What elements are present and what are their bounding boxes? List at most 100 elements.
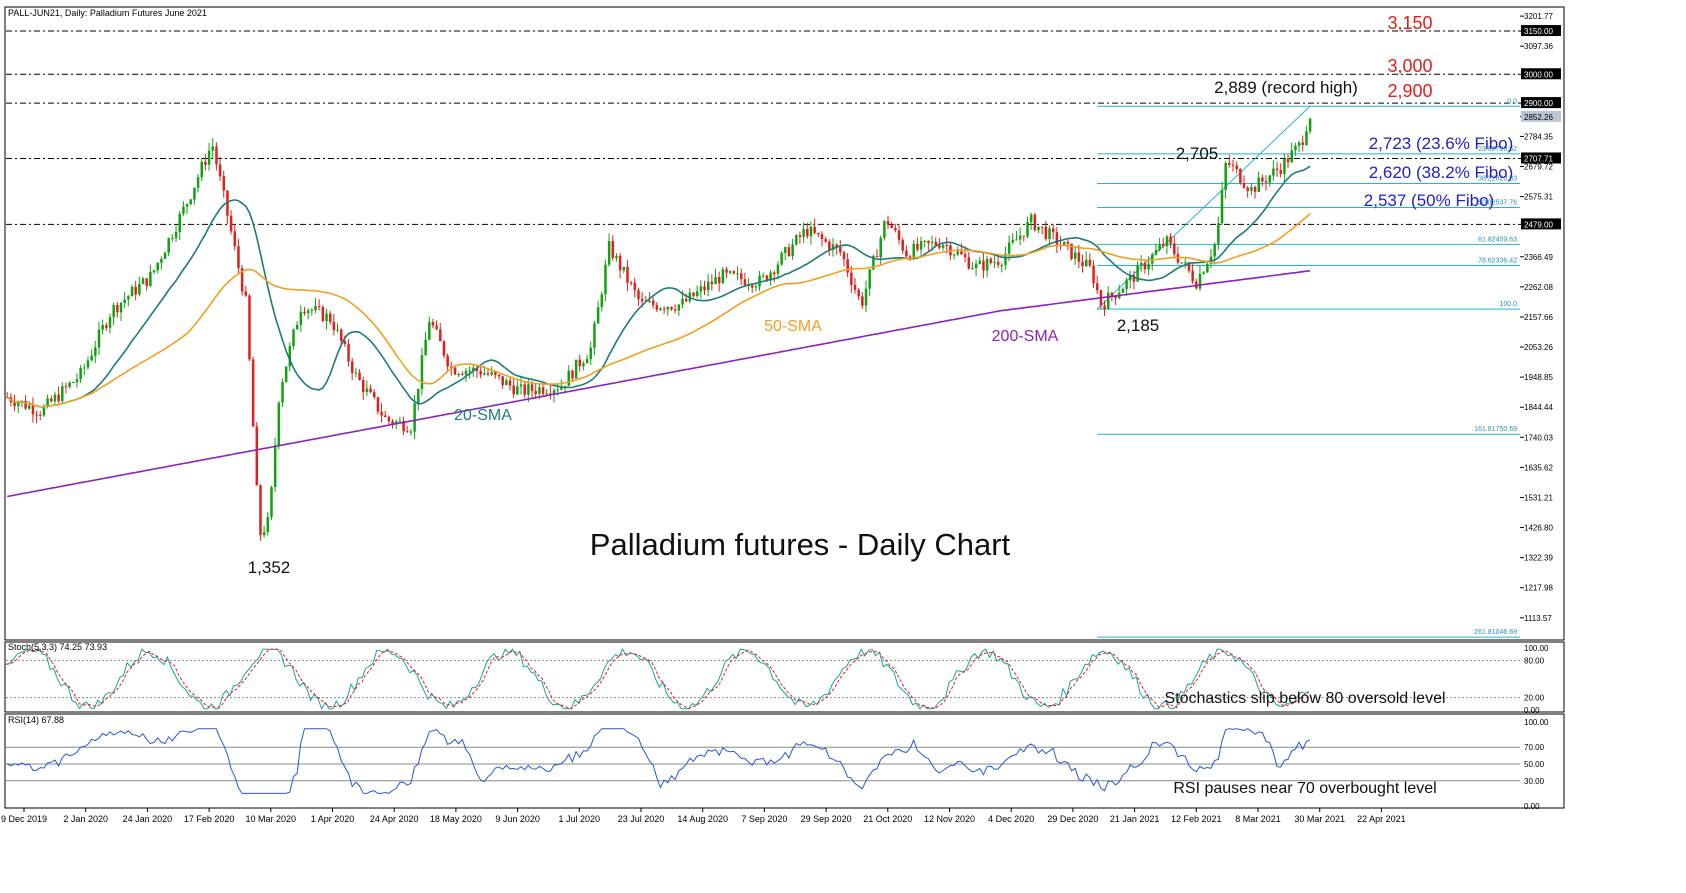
stoch-label: Stoch(5,3,3) 74.25 73.93 — [8, 642, 107, 652]
price-tick-label: 2852.26 — [1524, 113, 1553, 122]
candle-body — [593, 323, 596, 348]
candle-body — [952, 254, 956, 256]
candle-body — [468, 370, 471, 372]
candle-body — [156, 262, 159, 271]
candle-body — [226, 190, 229, 216]
candle-body — [1022, 235, 1026, 237]
candle-body — [116, 305, 119, 313]
candle-body — [50, 398, 53, 402]
peak-2705-label: 2,705 — [1176, 144, 1219, 163]
candle-body — [846, 259, 849, 273]
candle-body — [751, 285, 754, 288]
candle-body — [787, 247, 791, 257]
price-tick-label: 1635.62 — [1524, 463, 1553, 472]
fibonacci-levels: 0.0 23.62723.62 38.22620.83 50.02537.76 61.8… — [1096, 98, 1520, 638]
level-3000-label: 3,000 — [1387, 56, 1432, 76]
candle-body — [1239, 168, 1242, 184]
candle-body — [1272, 168, 1275, 176]
rsi-plot: 100.00 70.00 50.00 30.00 0.00 — [6, 718, 1549, 811]
candle-body — [464, 370, 468, 375]
candle-body — [295, 324, 299, 330]
time-tick-label: 10 Mar 2020 — [246, 814, 297, 824]
candle-body — [960, 251, 963, 255]
candle-body — [934, 241, 938, 246]
candle-body — [428, 322, 431, 340]
candle-body — [490, 372, 493, 375]
candle-body — [1228, 163, 1231, 165]
candle-body — [1286, 158, 1290, 163]
candle-body — [538, 387, 541, 394]
candle-body — [240, 268, 244, 292]
candle-body — [79, 367, 82, 380]
price-tick-label: 2784.35 — [1524, 132, 1553, 141]
candle-body — [35, 414, 38, 416]
candle-body — [842, 252, 846, 260]
candle-body — [1279, 169, 1282, 174]
candle-body — [996, 262, 1000, 265]
candle-body — [1184, 262, 1187, 264]
time-tick-label: 12 Feb 2021 — [1171, 814, 1222, 824]
candle-body — [615, 255, 618, 259]
candle-body — [1114, 296, 1117, 299]
candle-body — [894, 227, 897, 231]
candle-body — [1077, 252, 1081, 262]
fib-label: 50.02537.76 — [1478, 199, 1517, 206]
candle-body — [853, 284, 857, 291]
candle-body — [582, 363, 585, 367]
candle-body — [938, 245, 941, 248]
candle-body — [138, 283, 141, 295]
candle-body — [310, 309, 314, 311]
low-2185-label: 2,185 — [1117, 316, 1160, 335]
candle-body — [1007, 242, 1011, 254]
candles — [6, 117, 1312, 541]
candle-body — [1004, 253, 1007, 265]
candle-body — [277, 402, 281, 446]
candle-body — [875, 256, 879, 258]
candle-body — [1305, 131, 1308, 145]
candle-body — [244, 291, 248, 296]
candle-body — [339, 329, 343, 341]
candle-body — [200, 161, 204, 178]
candle-body — [519, 384, 523, 387]
candle-body — [299, 311, 303, 325]
candle-body — [1268, 175, 1271, 183]
candle-body — [1202, 272, 1205, 274]
candle-body — [824, 239, 827, 242]
candle-body — [831, 244, 835, 251]
candle-body — [828, 241, 831, 251]
candle-body — [189, 199, 192, 205]
candle-body — [622, 266, 626, 271]
stoch-tick-label: 20.00 — [1524, 694, 1545, 703]
candle-body — [141, 278, 145, 284]
time-tick-label: 8 Mar 2021 — [1235, 814, 1281, 824]
candle-body — [384, 415, 387, 417]
candle-body — [94, 347, 97, 356]
candle-body — [1301, 142, 1305, 145]
rsi-tick-label: 70.00 — [1524, 743, 1545, 752]
rsi-line — [6, 728, 1311, 794]
candle-body — [585, 359, 589, 364]
candle-body — [703, 286, 706, 291]
candle-body — [1033, 214, 1037, 231]
time-tick-label: 12 Nov 2020 — [924, 814, 975, 824]
candle-body — [1062, 241, 1066, 245]
candle-body — [1000, 264, 1004, 266]
time-tick-label: 9 Jun 2020 — [495, 814, 540, 824]
candle-body — [692, 292, 695, 297]
candle-body — [820, 234, 824, 240]
price-tick-label: 2679.72 — [1524, 163, 1553, 172]
candle-body — [266, 517, 270, 533]
time-tick-label: 23 Jul 2020 — [618, 814, 665, 824]
candle-body — [1257, 177, 1260, 192]
candle-body — [791, 244, 794, 257]
candle-body — [218, 164, 222, 177]
rsi-tick-label: 0.00 — [1524, 802, 1540, 811]
candle-body — [207, 150, 211, 165]
candle-body — [740, 273, 743, 280]
candle-body — [861, 296, 864, 306]
candle-body — [61, 386, 64, 402]
candle-body — [883, 221, 886, 238]
candle-body — [479, 371, 482, 375]
low-1352-label: 1,352 — [248, 558, 291, 577]
candle-body — [273, 445, 277, 488]
